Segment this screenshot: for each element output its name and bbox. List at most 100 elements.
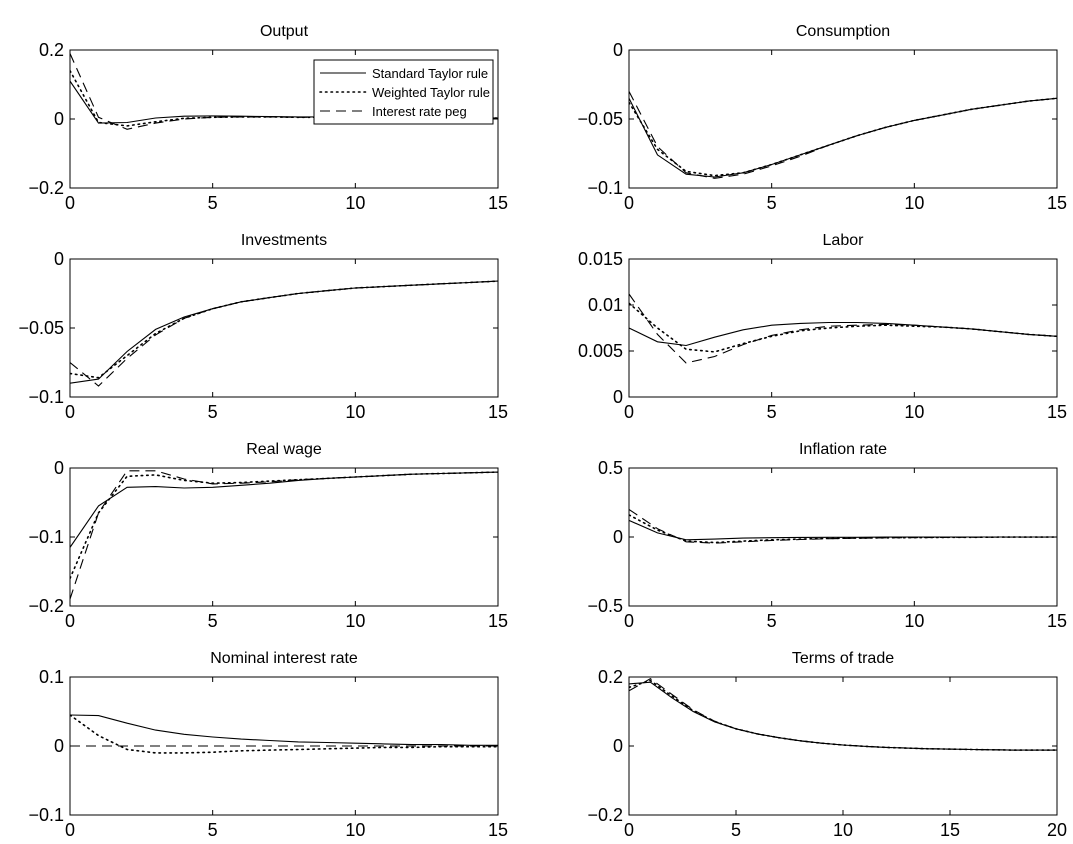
legend-label: Weighted Taylor rule (372, 85, 490, 100)
x-tick-label: 5 (208, 402, 218, 422)
series-line-solid (629, 321, 1057, 347)
y-tick-label: −0.05 (577, 109, 623, 129)
panel-title: Terms of trade (792, 650, 894, 667)
series-line-solid (629, 97, 1057, 178)
x-tick-label: 0 (65, 402, 75, 422)
panel-title: Labor (823, 232, 865, 249)
y-tick-label: 0.5 (598, 458, 623, 478)
axes-box (628, 676, 1058, 816)
series-line-dashed (70, 280, 498, 387)
y-tick-label: −0.05 (18, 318, 64, 338)
x-tick-label: 10 (345, 402, 365, 422)
panel-real-wage: Real wage 0 5 10 15 −0.2 −0.1 0 (28, 441, 508, 631)
y-tick-label: −0.2 (28, 178, 64, 198)
x-tick-label: 10 (904, 193, 924, 213)
series-line-solid (629, 681, 1057, 751)
y-tick-label: −0.2 (28, 596, 64, 616)
panel-title: Inflation rate (799, 441, 887, 458)
series-line-dotted (629, 679, 1057, 751)
x-tick-label: 15 (488, 611, 508, 631)
x-tick-label: 0 (65, 611, 75, 631)
series-line-dotted (629, 514, 1057, 544)
panel-title: Investments (241, 232, 327, 249)
x-tick-label: 15 (1047, 611, 1067, 631)
y-tick-label: 0.2 (598, 667, 623, 687)
y-tick-label: −0.2 (587, 805, 623, 825)
x-tick-label: 5 (208, 820, 218, 840)
legend: Standard Taylor rule Weighted Taylor rule… (313, 59, 494, 125)
x-tick-label: 5 (208, 611, 218, 631)
y-tick-label: 0 (613, 736, 623, 756)
x-tick-label: 10 (904, 611, 924, 631)
series-line-dashed (629, 91, 1057, 179)
x-tick-label: 10 (833, 820, 853, 840)
x-tick-label: 0 (624, 820, 634, 840)
y-tick-label: 0.005 (578, 341, 623, 361)
x-tick-label: 0 (624, 402, 634, 422)
legend-label: Standard Taylor rule (372, 66, 488, 81)
axes-box (69, 467, 499, 607)
y-tick-label: 0.015 (578, 249, 623, 269)
y-tick-label: −0.1 (28, 805, 64, 825)
series-group (629, 678, 1057, 751)
series-line-dotted (629, 97, 1057, 177)
panel-title: Real wage (246, 441, 322, 458)
series-group (70, 470, 498, 600)
x-tick-label: 5 (731, 820, 741, 840)
x-tick-label: 15 (940, 820, 960, 840)
axes-box (628, 49, 1058, 189)
x-tick-label: 5 (767, 402, 777, 422)
x-tick-label: 5 (767, 193, 777, 213)
series-line-solid (70, 471, 498, 548)
y-tick-label: −0.5 (587, 596, 623, 616)
axes-box (628, 258, 1058, 398)
x-tick-label: 0 (65, 193, 75, 213)
x-tick-label: 0 (65, 820, 75, 840)
x-tick-label: 15 (488, 402, 508, 422)
y-tick-label: 0.01 (588, 295, 623, 315)
series-line-dashed (629, 678, 1057, 751)
series-group (70, 714, 498, 754)
y-tick-label: −0.1 (28, 527, 64, 547)
x-tick-label: 10 (345, 611, 365, 631)
y-tick-label: 0 (613, 527, 623, 547)
series-line-dotted (70, 714, 498, 754)
x-tick-label: 0 (624, 193, 634, 213)
series-line-solid (70, 714, 498, 746)
x-tick-label: 0 (624, 611, 634, 631)
legend-box (313, 59, 494, 125)
series-line-dotted (629, 302, 1057, 353)
y-tick-label: 0 (54, 736, 64, 756)
series-line-dashed (629, 293, 1057, 364)
x-tick-label: 20 (1047, 820, 1067, 840)
panel-investments: Investments 0 5 10 15 −0.1 −0.05 0 (18, 232, 508, 422)
x-tick-label: 5 (208, 193, 218, 213)
y-tick-label: 0 (54, 109, 64, 129)
series-line-dashed (629, 508, 1057, 544)
series-line-dashed (70, 470, 498, 600)
y-tick-label: −0.1 (28, 387, 64, 407)
y-tick-label: 0.1 (39, 667, 64, 687)
series-line-solid (70, 280, 498, 384)
x-tick-label: 10 (345, 193, 365, 213)
panel-consumption: Consumption 0 5 10 15 −0.1 −0.05 0 (577, 23, 1067, 213)
y-tick-label: 0 (613, 40, 623, 60)
series-group (629, 508, 1057, 544)
series-group (629, 293, 1057, 364)
y-tick-label: 0 (54, 458, 64, 478)
legend-label: Interest rate peg (372, 104, 467, 119)
x-tick-label: 15 (488, 193, 508, 213)
y-tick-label: 0 (54, 249, 64, 269)
series-line-dotted (70, 471, 498, 580)
y-tick-label: −0.1 (587, 178, 623, 198)
x-tick-label: 15 (1047, 402, 1067, 422)
panel-labor: Labor 0 5 10 15 0 0.005 0.01 0.015 (578, 232, 1067, 422)
axes-box (69, 258, 499, 398)
panel-title: Consumption (796, 23, 890, 40)
series-group (70, 280, 498, 387)
